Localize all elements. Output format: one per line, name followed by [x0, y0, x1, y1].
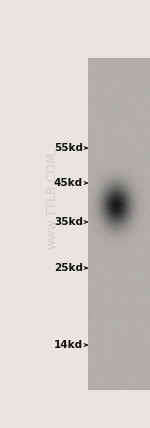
- Text: www.TTLB.COM: www.TTLB.COM: [45, 151, 58, 249]
- Text: 14kd: 14kd: [54, 340, 83, 350]
- Text: 45kd: 45kd: [54, 178, 83, 188]
- Text: 35kd: 35kd: [54, 217, 83, 227]
- Text: 55kd: 55kd: [54, 143, 83, 153]
- Text: 25kd: 25kd: [54, 263, 83, 273]
